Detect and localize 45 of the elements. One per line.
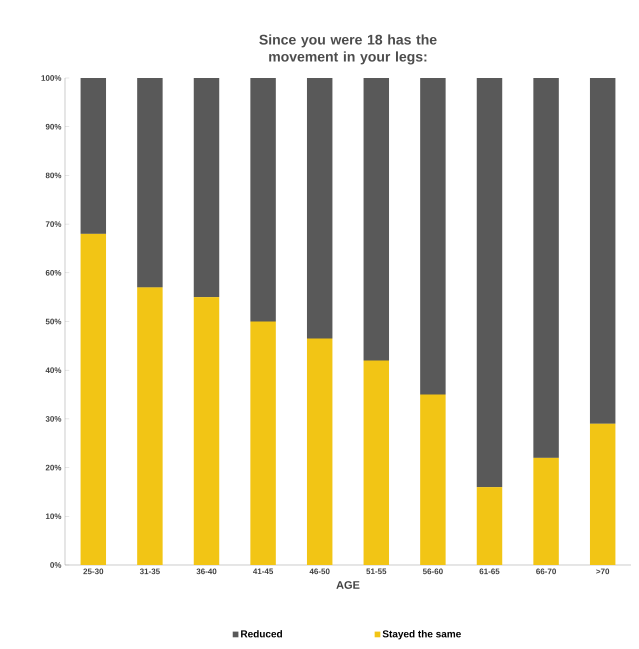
bar (533, 78, 559, 458)
y-tick-label: 70% (46, 221, 62, 227)
bar (590, 424, 616, 565)
x-tick-label: 25-30 (83, 568, 104, 574)
bar (476, 487, 502, 565)
bar (306, 338, 332, 565)
bar (420, 78, 446, 395)
bar (80, 78, 106, 234)
bar (533, 458, 559, 565)
bar (364, 360, 390, 565)
y-tick-label: 50% (46, 318, 62, 324)
y-tick-label: 60% (46, 270, 62, 276)
x-tick-label: 61-65 (480, 568, 500, 574)
x-axis-title: AGE (336, 581, 360, 589)
x-tick-label: 46-50 (310, 568, 330, 574)
y-tick-label: 100% (42, 75, 62, 81)
x-tick-label: 66-70 (536, 568, 556, 574)
bar (306, 78, 332, 339)
x-tick-label: 31-35 (140, 568, 160, 574)
y-tick-label: 0% (50, 562, 62, 568)
y-tick-label: 20% (46, 464, 62, 470)
legend-label: Stayed the same (382, 630, 461, 640)
bar (420, 394, 446, 565)
x-tick-label: >70 (596, 568, 610, 574)
bar (250, 78, 276, 322)
bar (194, 78, 220, 298)
bar (476, 78, 502, 488)
y-tick-label: 80% (46, 172, 62, 178)
bar (364, 78, 390, 360)
bar (137, 78, 163, 288)
y-tick-label: 30% (46, 416, 62, 422)
x-tick-label: 56-60 (422, 568, 443, 574)
x-tick-label: 36-40 (196, 568, 216, 574)
legend-label: Reduced (241, 630, 282, 638)
y-tick-label: 40% (46, 367, 62, 374)
y-tick-label: 10% (46, 513, 62, 520)
bar (250, 322, 276, 565)
bar (590, 78, 616, 424)
x-tick-label: 51-55 (366, 568, 386, 574)
bar (80, 234, 106, 565)
chart-title: Since you were 18 has the movement in your legs: (259, 34, 437, 64)
x-tick-label: 41-45 (252, 568, 274, 574)
bar (137, 287, 163, 565)
bar (194, 297, 220, 565)
y-tick-label: 90% (46, 124, 62, 130)
